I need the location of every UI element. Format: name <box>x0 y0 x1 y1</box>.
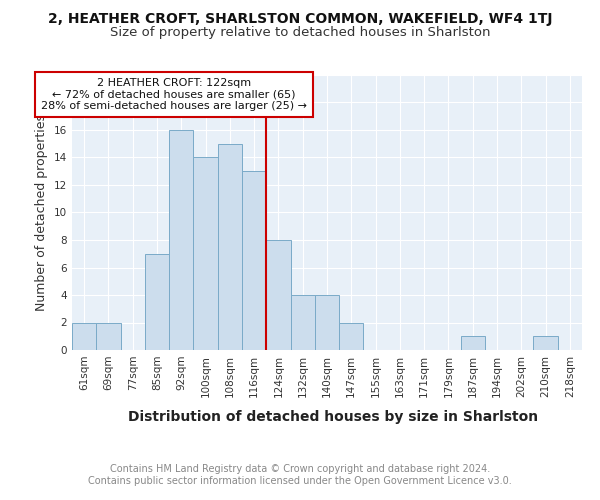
Bar <box>242 171 266 350</box>
Bar <box>290 295 315 350</box>
Text: Distribution of detached houses by size in Sharlston: Distribution of detached houses by size … <box>128 410 538 424</box>
Text: Contains HM Land Registry data © Crown copyright and database right 2024.: Contains HM Land Registry data © Crown c… <box>110 464 490 474</box>
Bar <box>169 130 193 350</box>
Bar <box>145 254 169 350</box>
Text: 2 HEATHER CROFT: 122sqm
← 72% of detached houses are smaller (65)
28% of semi-de: 2 HEATHER CROFT: 122sqm ← 72% of detache… <box>41 78 307 111</box>
Bar <box>533 336 558 350</box>
Text: Contains public sector information licensed under the Open Government Licence v3: Contains public sector information licen… <box>88 476 512 486</box>
Bar <box>96 322 121 350</box>
Bar <box>72 322 96 350</box>
Y-axis label: Number of detached properties: Number of detached properties <box>35 114 49 311</box>
Bar <box>193 158 218 350</box>
Text: 2, HEATHER CROFT, SHARLSTON COMMON, WAKEFIELD, WF4 1TJ: 2, HEATHER CROFT, SHARLSTON COMMON, WAKE… <box>48 12 552 26</box>
Text: Size of property relative to detached houses in Sharlston: Size of property relative to detached ho… <box>110 26 490 39</box>
Bar <box>339 322 364 350</box>
Bar <box>218 144 242 350</box>
Bar <box>315 295 339 350</box>
Bar <box>461 336 485 350</box>
Bar <box>266 240 290 350</box>
